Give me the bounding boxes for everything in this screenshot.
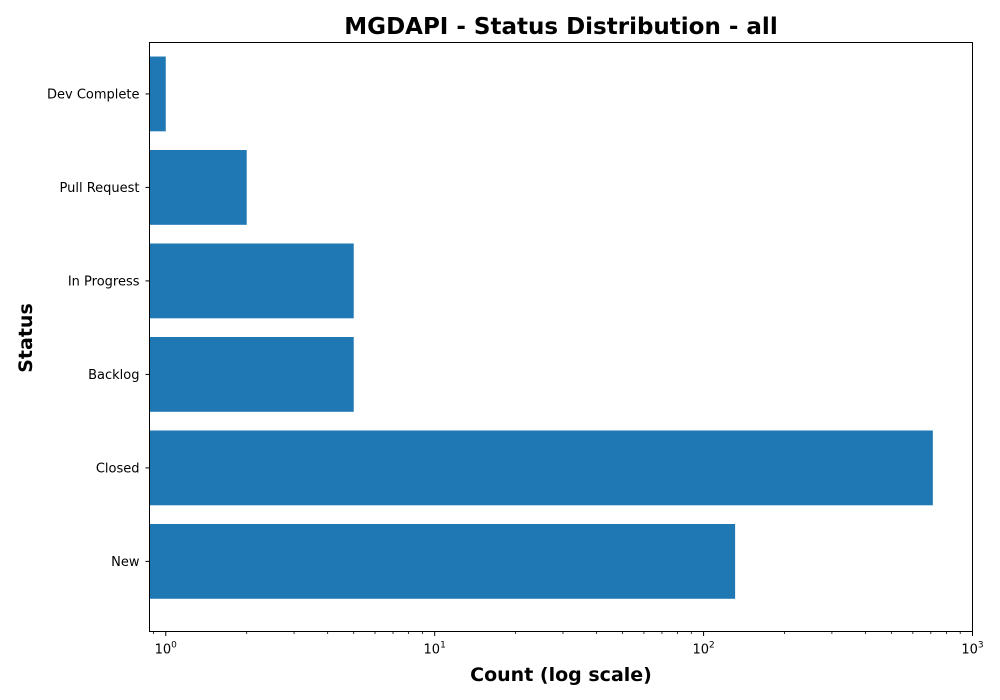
bar-closed	[149, 430, 933, 506]
y-tick-label-backlog: Backlog	[88, 368, 139, 383]
bar-in-progress	[149, 243, 354, 319]
y-tick-label-dev-complete: Dev Complete	[47, 87, 140, 102]
bar-new	[149, 523, 736, 599]
bar-backlog	[149, 337, 354, 412]
y-tick-label-new: New	[111, 555, 140, 570]
x-axis-label: Count (log scale)	[470, 664, 652, 686]
bars-group	[149, 56, 933, 599]
y-ticks-group: New Closed Backlog In Progress Pull Request D…	[47, 87, 150, 570]
x-tick-label-0: 100	[155, 641, 178, 658]
y-axis-label: Status	[15, 303, 37, 373]
y-tick-label-pull-request: Pull Request	[59, 181, 139, 196]
x-tick-label-2: 102	[692, 641, 714, 658]
bar-dev-complete	[149, 56, 166, 132]
y-tick-label-closed: Closed	[96, 461, 140, 476]
x-tick-label-3: 103	[961, 641, 983, 658]
x-tick-label-1: 101	[424, 641, 446, 658]
x-ticks-group: 100 101 102 103	[153, 631, 984, 658]
y-tick-label-in-progress: In Progress	[68, 274, 140, 289]
plot-area-frame	[149, 42, 973, 632]
bar-pull-request	[149, 150, 247, 225]
chart-title: MGDAPI - Status Distribution - all	[344, 14, 777, 40]
